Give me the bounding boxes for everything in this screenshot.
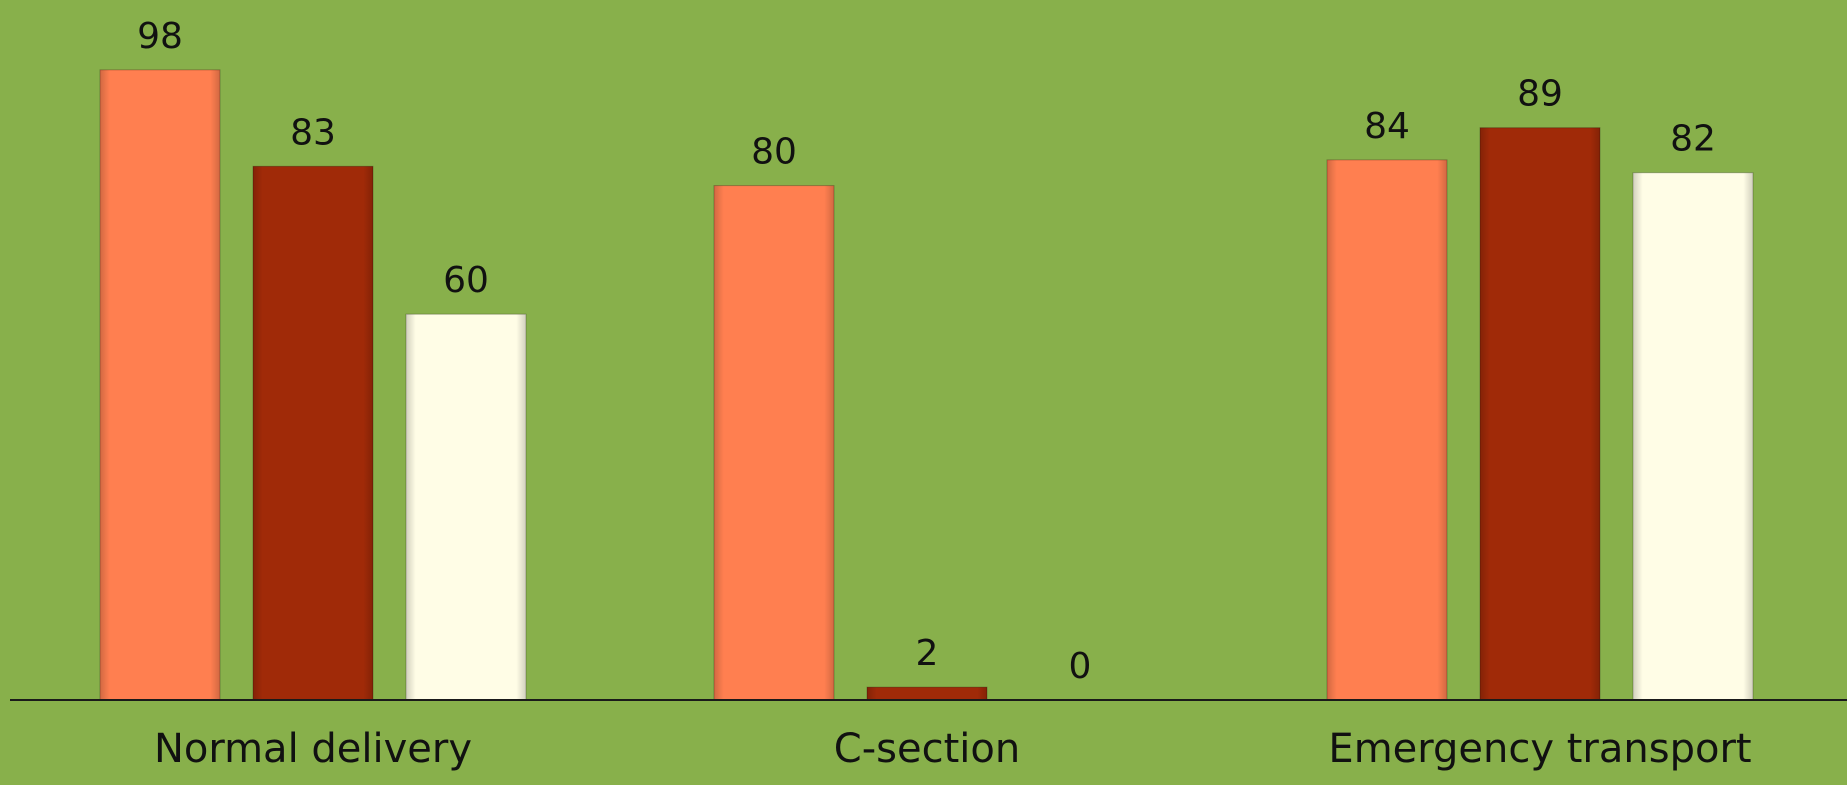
- value-label-0-1: 83: [290, 112, 336, 153]
- bar-shading-1-1: [867, 687, 987, 700]
- category-labels-group: Normal delivery C-section Emergency transp…: [154, 726, 1752, 772]
- value-label-2-2: 82: [1670, 119, 1716, 160]
- bar-shading-1-0: [714, 185, 834, 701]
- bar-shading-2-0: [1327, 159, 1447, 700]
- bar-shading-2-2: [1633, 172, 1753, 701]
- bar-shading-0-2: [406, 314, 526, 700]
- value-label-1-0: 80: [751, 132, 797, 173]
- value-label-2-0: 84: [1364, 106, 1410, 147]
- category-label-0: Normal delivery: [154, 726, 472, 772]
- value-label-0-2: 60: [443, 260, 489, 301]
- category-label-1: C-section: [834, 726, 1020, 772]
- category-label-2: Emergency transport: [1328, 726, 1751, 772]
- value-label-0-0: 98: [137, 16, 183, 57]
- value-label-1-1: 2: [916, 633, 939, 674]
- bar-shading-0-0: [100, 69, 220, 701]
- bars-group: [99, 69, 1754, 701]
- bar-shading-2-1: [1480, 127, 1600, 701]
- value-label-2-1: 89: [1517, 74, 1563, 115]
- bar-shading-0-1: [253, 166, 373, 700]
- value-labels-group: 98 83 60 80 2 0 84 89 82: [137, 16, 1716, 687]
- value-label-1-2: 0: [1069, 646, 1092, 687]
